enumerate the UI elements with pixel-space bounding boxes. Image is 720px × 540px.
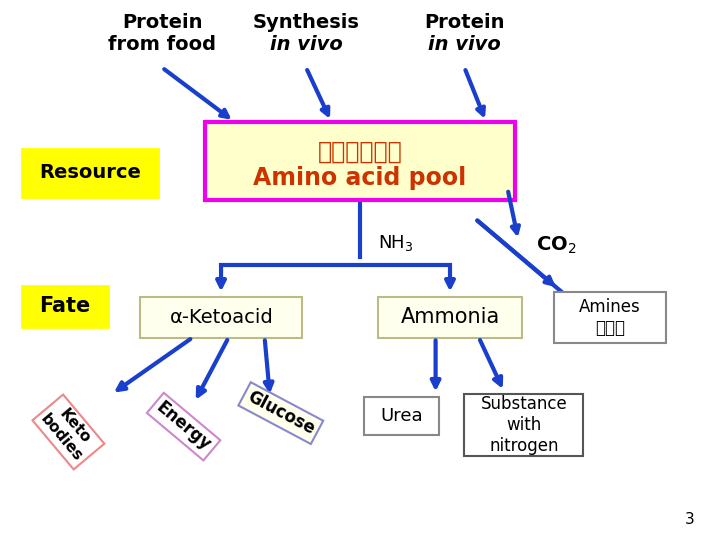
- Text: Synthesis: Synthesis: [253, 14, 359, 32]
- FancyBboxPatch shape: [22, 148, 158, 197]
- Text: CO$_2$: CO$_2$: [536, 235, 577, 256]
- Text: 3: 3: [685, 511, 695, 526]
- Text: Substance
with
nitrogen: Substance with nitrogen: [480, 395, 567, 455]
- Text: Energy: Energy: [153, 399, 215, 455]
- FancyBboxPatch shape: [378, 297, 522, 338]
- FancyBboxPatch shape: [464, 394, 583, 456]
- Text: Amino acid pool: Amino acid pool: [253, 166, 467, 190]
- Text: Resource: Resource: [39, 163, 141, 183]
- Text: α-Ketoacid: α-Ketoacid: [169, 308, 274, 327]
- Text: Amines
（胺）: Amines （胺）: [580, 298, 641, 336]
- Text: Protein: Protein: [122, 14, 202, 32]
- FancyBboxPatch shape: [140, 297, 302, 338]
- Text: Glucose: Glucose: [244, 388, 318, 438]
- Text: in vivo: in vivo: [428, 35, 501, 54]
- FancyBboxPatch shape: [554, 292, 666, 343]
- FancyBboxPatch shape: [22, 286, 108, 327]
- Text: 氨基酸代谢库: 氨基酸代谢库: [318, 139, 402, 163]
- Text: Keto
bodies: Keto bodies: [38, 400, 99, 464]
- Text: from food: from food: [108, 35, 216, 54]
- Text: Urea: Urea: [380, 407, 423, 425]
- Text: in vivo: in vivo: [269, 35, 343, 54]
- Text: Fate: Fate: [39, 296, 91, 316]
- Text: NH$_3$: NH$_3$: [378, 233, 413, 253]
- FancyBboxPatch shape: [364, 397, 439, 435]
- Text: Ammonia: Ammonia: [400, 307, 500, 327]
- Text: Protein: Protein: [424, 14, 505, 32]
- FancyBboxPatch shape: [205, 122, 515, 200]
